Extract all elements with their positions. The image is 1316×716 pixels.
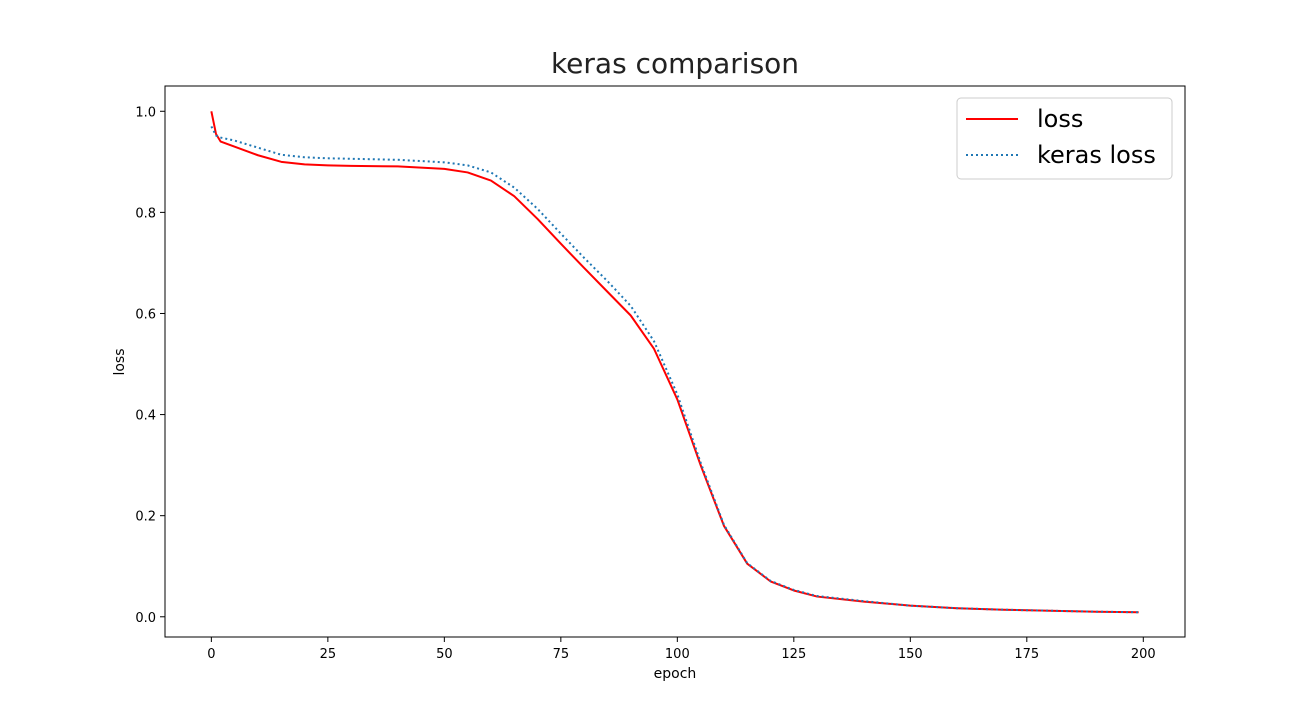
chart-title: keras comparison [551, 47, 799, 80]
legend-label-loss: loss [1037, 105, 1083, 133]
x-axis-label: epoch [654, 666, 697, 682]
y-tick-label: 1.0 [135, 105, 156, 120]
x-tick-label: 0 [207, 647, 215, 662]
x-tick-label: 150 [898, 647, 923, 662]
x-tick-label: 25 [320, 647, 337, 662]
legend: loss keras loss [956, 97, 1173, 180]
x-tick-label: 50 [436, 647, 453, 662]
series-line-keras-loss [210, 125, 1139, 614]
legend-label-keras-loss: keras loss [1037, 141, 1156, 169]
plot-area [210, 111, 1139, 614]
x-tick-label: 75 [553, 647, 570, 662]
x-tick-label: 175 [1014, 647, 1039, 662]
x-axis: 0 25 50 75 100 125 150 175 200 [207, 637, 1156, 662]
x-tick-label: 125 [781, 647, 806, 662]
y-tick-label: 0.8 [135, 206, 156, 221]
x-tick-label: 100 [665, 647, 690, 662]
y-axis-label: loss [112, 348, 128, 375]
y-tick-label: 0.4 [135, 409, 156, 424]
x-tick-label: 200 [1131, 647, 1156, 662]
y-tick-label: 0.2 [135, 510, 156, 525]
y-tick-label: 0.0 [135, 611, 156, 626]
y-tick-label: 0.6 [135, 307, 156, 322]
y-axis: 0.0 0.2 0.4 0.6 0.8 1.0 [135, 105, 165, 626]
plot-frame [164, 85, 1186, 638]
